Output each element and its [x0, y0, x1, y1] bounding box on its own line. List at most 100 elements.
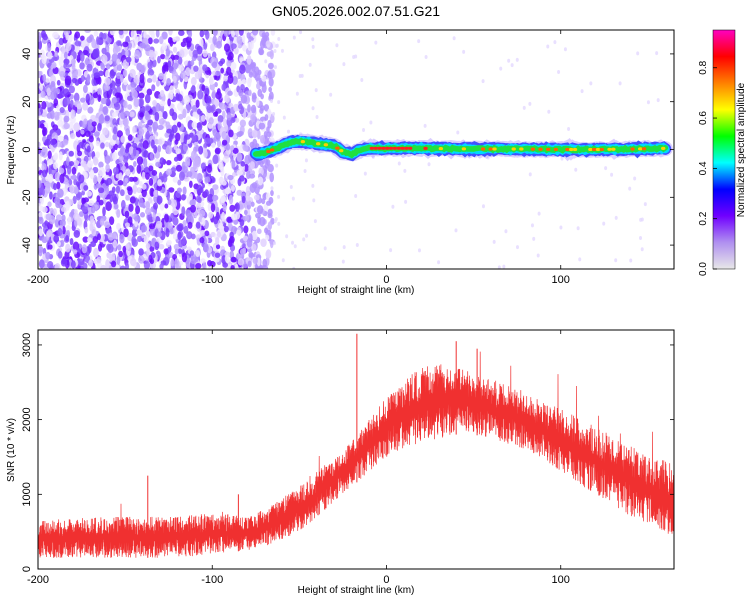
heatmap-cell	[369, 120, 373, 125]
heatmap-cell	[132, 147, 137, 157]
snr-y-label: SNR (10 * v/v)	[6, 418, 17, 482]
heatmap-cell	[186, 212, 192, 219]
snr-frame	[37, 329, 675, 570]
heatmap-cell	[45, 213, 53, 221]
heatmap-cell	[241, 195, 246, 204]
ridge-peak	[588, 147, 593, 152]
heatmap-cell	[187, 221, 193, 229]
heatmap-cell	[72, 241, 80, 251]
heatmap-cell	[200, 201, 205, 207]
heatmap-cell	[133, 137, 140, 143]
heatmap-cell	[80, 129, 85, 135]
heatmap-cell	[150, 139, 155, 149]
heatmap-cell	[47, 159, 54, 165]
heatmap-cell	[456, 130, 460, 135]
heatmap-cell	[61, 45, 66, 54]
spectrogram-y-label: Frequency (Hz)	[6, 116, 17, 185]
snr-line-group	[38, 333, 674, 558]
heatmap-cell	[167, 60, 172, 68]
heatmap-cell	[639, 235, 643, 240]
heatmap-cell	[126, 56, 132, 63]
heatmap-cell	[497, 265, 501, 269]
heatmap-cell	[363, 171, 367, 176]
heatmap-cell	[52, 124, 59, 131]
heatmap-cell	[53, 162, 58, 170]
heatmap-cell	[246, 170, 251, 180]
heatmap-cell	[119, 117, 124, 128]
heatmap-cell	[65, 225, 71, 232]
colorbar-tick-label: 0.0	[698, 262, 709, 276]
ridge-peak	[607, 147, 612, 151]
heatmap-cell	[143, 150, 149, 158]
heatmap-cell	[102, 127, 109, 136]
heatmap-cell	[54, 115, 60, 121]
heatmap-cell	[312, 198, 316, 203]
heatmap-cell	[267, 108, 272, 118]
heatmap-cell	[217, 231, 221, 238]
heatmap-cell	[70, 174, 78, 180]
heatmap-cell	[120, 199, 126, 210]
heatmap-cell	[232, 147, 239, 154]
heatmap-cell	[45, 84, 52, 90]
heatmap-cell	[146, 77, 153, 83]
heatmap-cell	[105, 259, 110, 269]
heatmap-cell	[53, 98, 59, 107]
heatmap-cell	[124, 177, 129, 183]
heatmap-cell	[128, 111, 135, 118]
heatmap-cell	[112, 151, 118, 162]
heatmap-cell	[104, 77, 111, 86]
heatmap-cell	[530, 223, 534, 228]
heatmap-cell	[628, 186, 632, 191]
heatmap-cell	[116, 130, 123, 138]
heatmap-cell	[315, 115, 319, 120]
heatmap-cell	[492, 239, 496, 244]
heatmap-cell	[559, 225, 563, 230]
heatmap-cell	[427, 162, 431, 167]
heatmap-cell	[249, 183, 256, 194]
heatmap-cell	[149, 51, 156, 61]
heatmap-cell	[397, 161, 401, 166]
heatmap-cell	[222, 262, 229, 268]
heatmap-cell	[314, 88, 318, 93]
heatmap-cell	[63, 51, 68, 59]
heatmap-cell	[203, 143, 208, 150]
heatmap-cell	[215, 70, 221, 77]
heatmap-cell	[246, 54, 252, 65]
heatmap-cell	[170, 167, 177, 173]
heatmap-cell	[227, 174, 234, 181]
heatmap-cell	[267, 62, 274, 70]
heatmap-cell	[86, 190, 93, 197]
heatmap-cell	[84, 226, 89, 234]
heatmap-cell	[510, 63, 514, 68]
heatmap-cell	[212, 184, 219, 190]
heatmap-cell	[248, 252, 255, 258]
heatmap-cell	[112, 193, 117, 203]
heatmap-cell	[214, 100, 220, 107]
heatmap-cell	[374, 40, 378, 45]
heatmap-cell	[243, 209, 248, 215]
colorbar-tick-label: 0.6	[698, 111, 709, 125]
heatmap-cell	[285, 234, 289, 239]
heatmap-cell	[145, 113, 151, 121]
heatmap-cell	[80, 35, 85, 41]
heatmap-cell	[223, 225, 229, 233]
spectrogram-x-ticks: -200 -100 0 100	[27, 30, 570, 286]
heatmap-cell	[136, 187, 142, 194]
heatmap-cell	[49, 139, 57, 146]
heatmap-cell	[95, 151, 100, 159]
heatmap-cell	[226, 112, 232, 121]
heatmap-cell	[202, 262, 207, 269]
heatmap-cell	[40, 194, 45, 205]
heatmap-cell	[100, 97, 107, 105]
heatmap-cell	[268, 86, 273, 93]
heatmap-cell	[111, 97, 118, 104]
heatmap-cell	[112, 133, 118, 141]
heatmap-cell	[176, 187, 183, 194]
heatmap-cell	[261, 198, 266, 205]
heatmap-cell	[120, 135, 126, 143]
heatmap-cell	[58, 203, 63, 209]
heatmap-cell	[329, 92, 333, 97]
heatmap-cell	[208, 211, 214, 219]
heatmap-cell	[69, 237, 74, 246]
heatmap-cell	[176, 224, 183, 232]
